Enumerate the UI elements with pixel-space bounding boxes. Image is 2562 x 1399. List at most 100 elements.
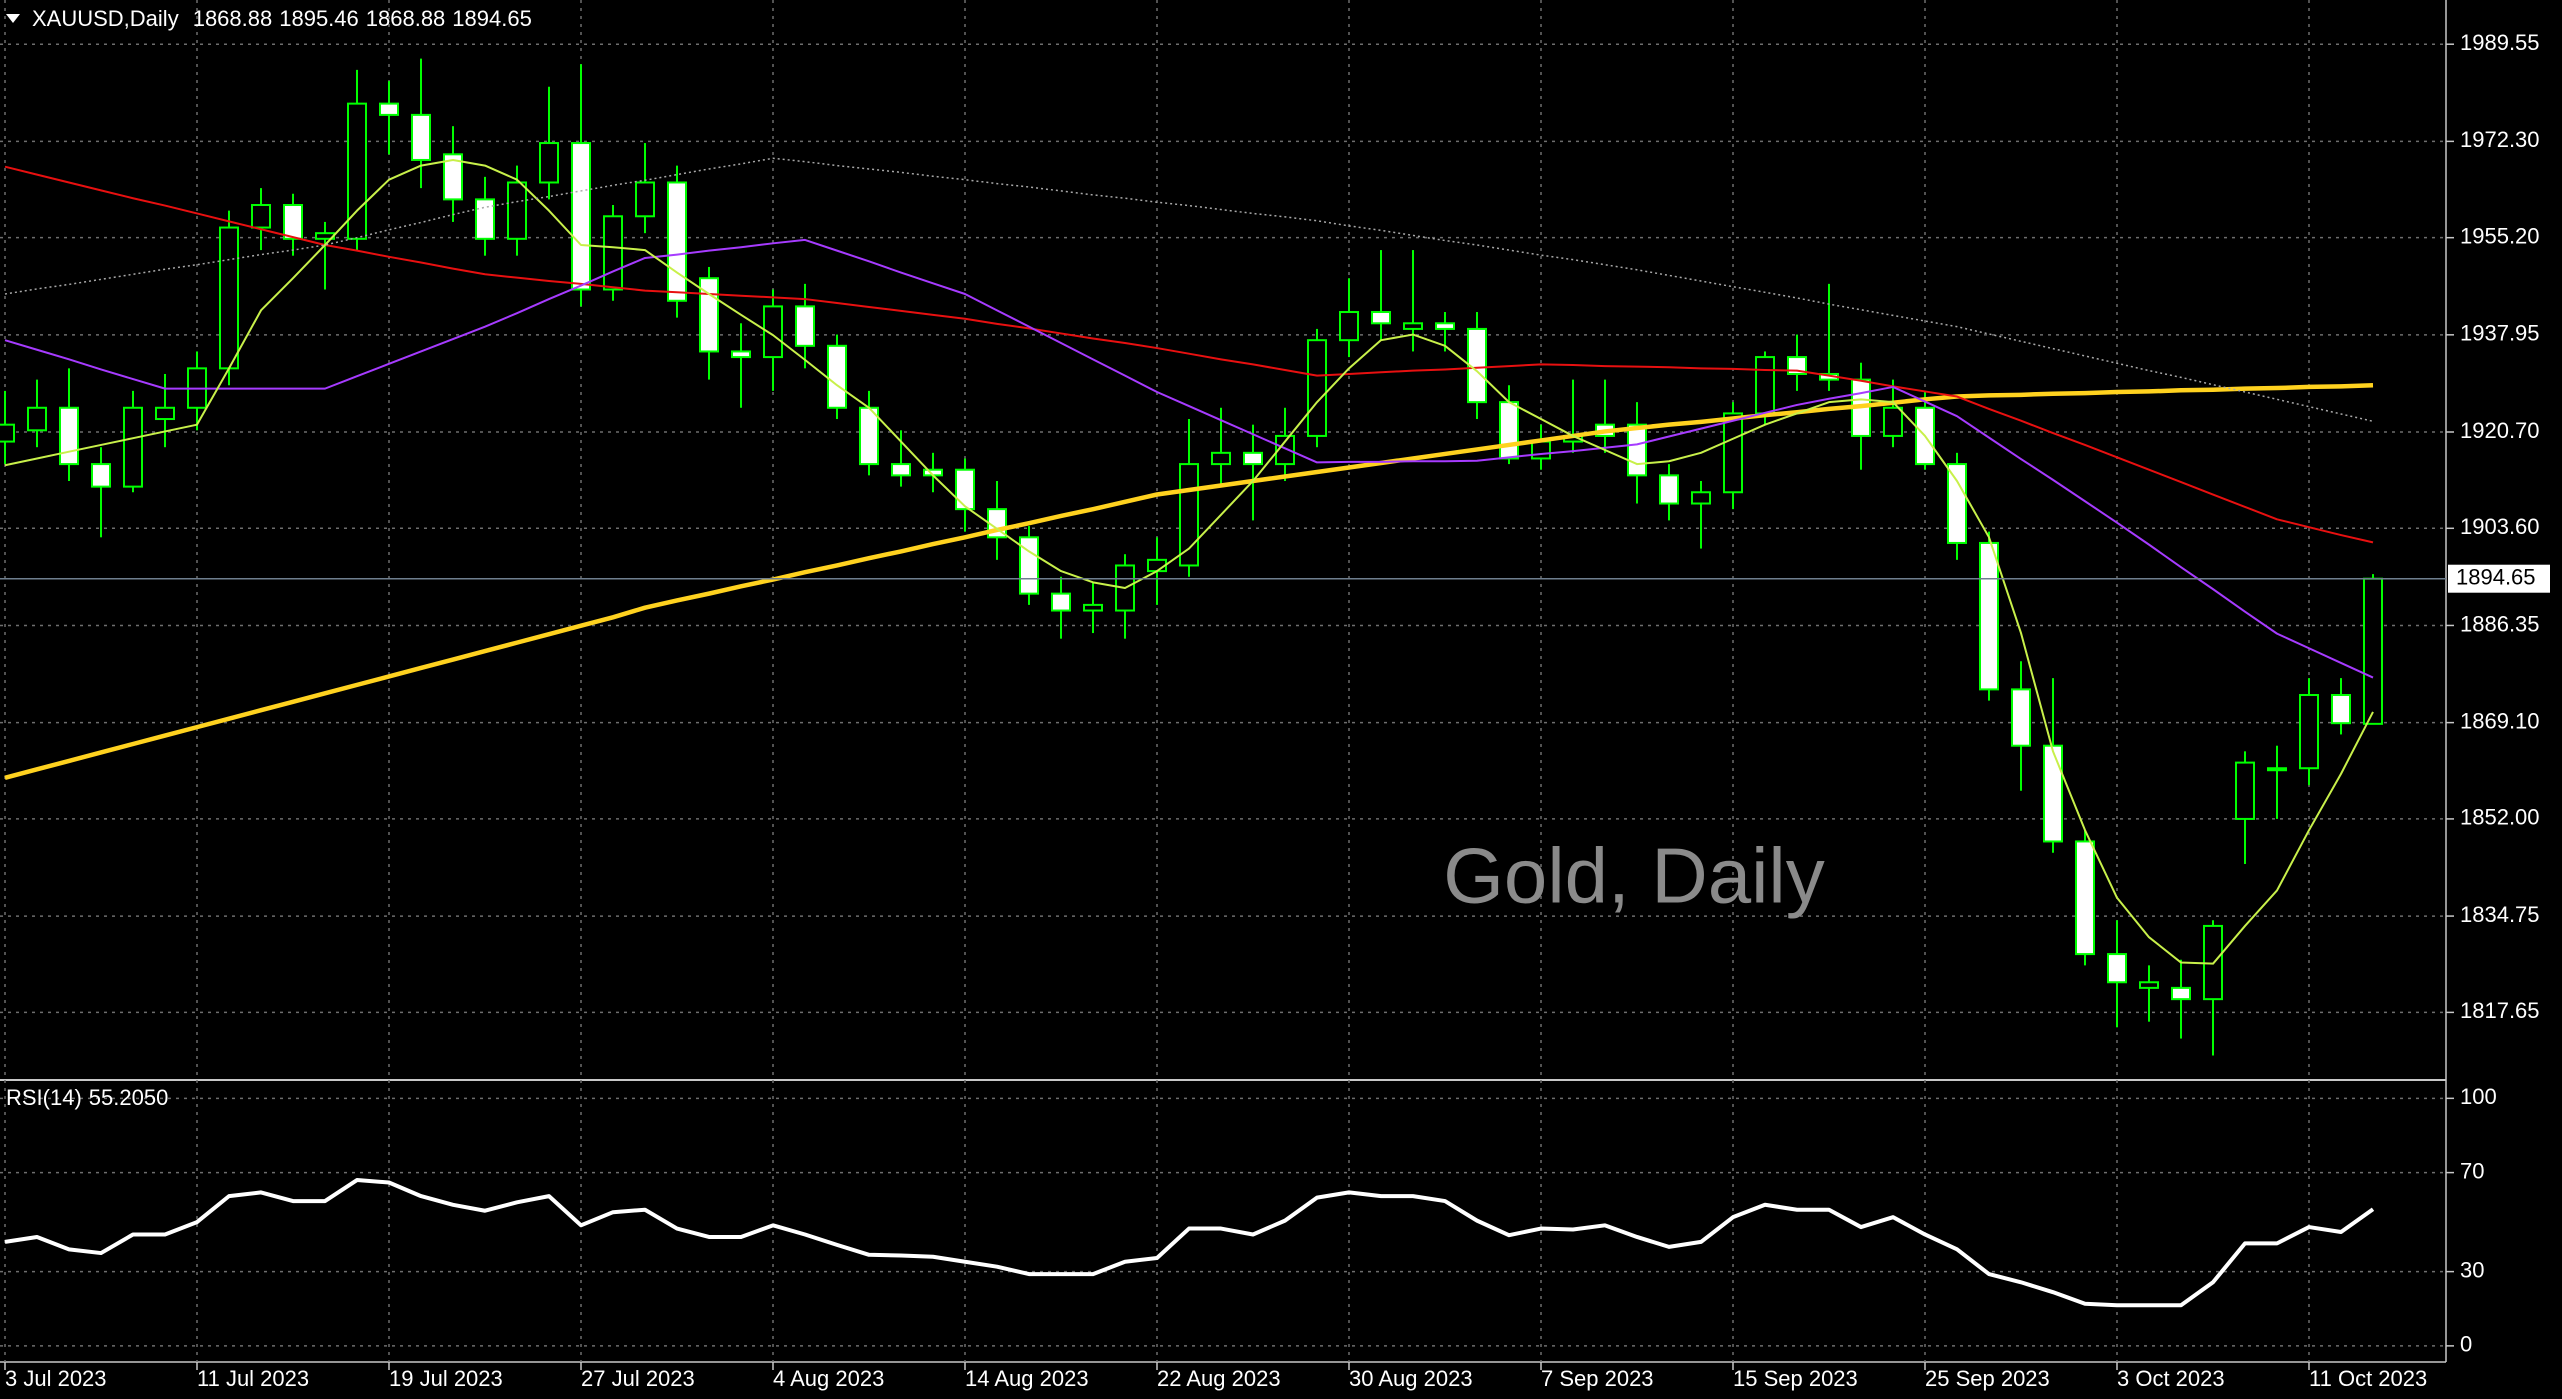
x-tick-label: 30 Aug 2023	[1349, 1366, 1473, 1391]
candle-body	[1275, 434, 1295, 466]
candle-body	[1883, 406, 1903, 437]
x-tick-label: 27 Jul 2023	[581, 1366, 695, 1391]
candle-body	[2171, 986, 2191, 1001]
x-tick-label: 7 Sep 2023	[1541, 1366, 1654, 1391]
candle-body	[2075, 840, 2095, 956]
candle-body	[155, 406, 175, 421]
rsi-name: RSI(14)	[6, 1085, 82, 1110]
candle-body	[635, 181, 655, 218]
candle-body	[667, 181, 687, 302]
y-tick-label: 1817.65	[2460, 998, 2540, 1023]
candle-body	[27, 406, 47, 432]
rsi-title: RSI(14) 55.2050	[6, 1085, 168, 1110]
candle-body	[1307, 339, 1327, 437]
current-price-box	[2448, 564, 2550, 593]
x-tick-label: 19 Jul 2023	[389, 1366, 503, 1391]
candle-body	[1179, 463, 1199, 567]
candle-body	[731, 350, 751, 359]
y-tick-label: 1903.60	[2460, 514, 2540, 539]
x-tick-label: 15 Sep 2023	[1733, 1366, 1858, 1391]
candle-body	[283, 204, 303, 240]
candle-body	[1755, 356, 1775, 415]
candle-body	[763, 305, 783, 359]
x-tick-label: 4 Aug 2023	[773, 1366, 884, 1391]
candle-body	[2267, 767, 2287, 772]
x-tick-label: 3 Jul 2023	[5, 1366, 107, 1391]
x-tick-label: 11 Jul 2023	[197, 1366, 309, 1391]
candle-body	[1051, 592, 1071, 612]
candle-body	[2043, 744, 2063, 843]
watermark: Gold, Daily	[1443, 832, 1824, 920]
candle-body	[1403, 322, 1423, 330]
rsi-line	[4, 1178, 2375, 1308]
symbol: XAUUSD,Daily	[32, 6, 179, 31]
x-tick-label: 14 Aug 2023	[965, 1366, 1089, 1391]
y-tick-label: 30	[2460, 1257, 2484, 1282]
candle-body	[1531, 440, 1551, 460]
candle-body	[2331, 694, 2351, 725]
y-tick-label: 1989.55	[2460, 30, 2540, 55]
low-value: 1868.88	[366, 6, 446, 31]
candle-body	[1467, 327, 1487, 404]
candle-body	[2107, 953, 2127, 984]
x-tick-label: 25 Sep 2023	[1925, 1366, 2050, 1391]
y-tick-label: 100	[2460, 1084, 2497, 1109]
candle-body	[1339, 311, 1359, 342]
candle-body	[571, 142, 591, 291]
rsi-current: 55.2050	[89, 1085, 169, 1110]
candle-body	[2235, 761, 2255, 820]
moving-average-line	[4, 382, 2374, 780]
candle-body	[411, 113, 431, 161]
candle-body	[507, 181, 527, 240]
candle-body	[2011, 688, 2031, 747]
candle-body	[1019, 536, 1039, 595]
candle-body	[795, 305, 815, 347]
candle-body	[859, 406, 879, 466]
y-tick-label: 1955.20	[2460, 223, 2540, 248]
candle-body	[1371, 311, 1391, 325]
candle-body	[1083, 603, 1103, 612]
candle-body	[1723, 412, 1743, 494]
high-value: 1895.46	[279, 6, 359, 31]
current-price-label: 1894.65	[2456, 565, 2536, 590]
menu-triangle[interactable]	[6, 14, 20, 23]
x-tick-label: 11 Oct 2023	[2309, 1366, 2427, 1391]
candle-body	[827, 344, 847, 409]
candle-body	[91, 463, 111, 488]
y-tick-label: 1886.35	[2460, 611, 2540, 636]
candle-body	[539, 142, 559, 184]
moving-average-line	[4, 165, 2374, 544]
moving-average-line	[4, 157, 2374, 423]
y-tick-label: 1834.75	[2460, 902, 2540, 927]
candle-body	[2363, 577, 2383, 725]
y-tick-label: 70	[2460, 1158, 2484, 1183]
y-tick-label: 0	[2460, 1332, 2472, 1357]
x-tick-label: 22 Aug 2023	[1157, 1366, 1281, 1391]
close-value: 1894.65	[452, 6, 532, 31]
candle-body	[1691, 491, 1711, 505]
y-tick-label: 1852.00	[2460, 805, 2540, 830]
x-tick-label: 3 Oct 2023	[2117, 1366, 2225, 1391]
moving-average-line	[4, 238, 2374, 679]
candle-body	[603, 215, 623, 291]
candle-body	[891, 463, 911, 477]
candle-body	[1435, 322, 1455, 330]
candle-body	[1243, 451, 1263, 466]
y-tick-label: 1920.70	[2460, 418, 2540, 443]
candle-body	[1979, 541, 1999, 691]
candle-body	[123, 406, 143, 488]
candle-body	[59, 406, 79, 466]
candle-body	[443, 153, 463, 201]
open-value: 1868.88	[193, 6, 273, 31]
candle-body	[1627, 423, 1647, 477]
candle-body	[379, 102, 399, 116]
candle-body	[1659, 474, 1679, 505]
y-tick-label: 1937.95	[2460, 321, 2540, 346]
y-tick-label: 1869.10	[2460, 708, 2540, 733]
plot: 1894.65	[0, 58, 2550, 1308]
candle-body	[2299, 694, 2319, 770]
